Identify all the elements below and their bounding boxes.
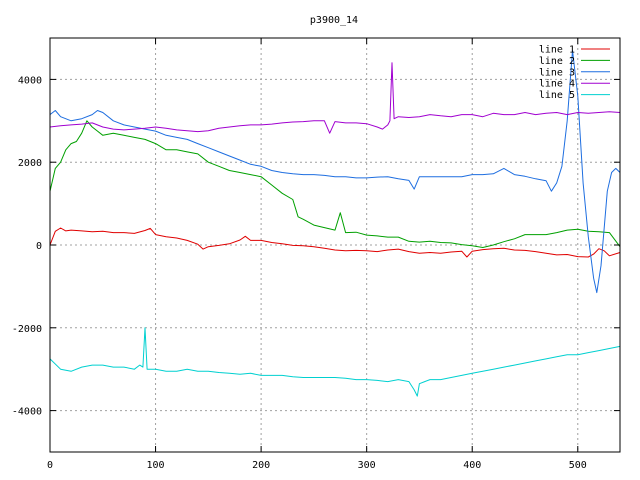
- legend-label-3: line 3: [539, 67, 575, 78]
- x-tick-label: 300: [358, 460, 376, 471]
- x-tick-label: 0: [47, 460, 53, 471]
- series-line-2: [49, 120, 621, 248]
- y-tick-label: 0: [36, 241, 42, 252]
- x-tick-label: 500: [569, 460, 587, 471]
- x-tick-label: 200: [252, 460, 270, 471]
- x-axis-ticks: 0 100 200 300 400 500: [47, 38, 587, 471]
- plot-series-group: [49, 49, 621, 397]
- y-tick-label: 4000: [18, 75, 42, 86]
- y-tick-label: 2000: [18, 158, 42, 169]
- legend-label-4: line 4: [539, 79, 575, 90]
- y-tick-label: -2000: [12, 324, 42, 335]
- y-tick-label: -4000: [12, 407, 42, 418]
- series-line-1: [49, 227, 621, 258]
- legend-label-2: line 2: [539, 56, 575, 67]
- legend-label-1: line 1: [539, 45, 575, 56]
- chart-title: p3900_14: [310, 15, 358, 26]
- series-line-5: [49, 327, 621, 397]
- x-tick-label: 100: [147, 460, 165, 471]
- legend-label-5: line 5: [539, 90, 575, 101]
- y-axis-ticks: -4000 -2000 0 2000 4000: [12, 75, 620, 418]
- x-tick-label: 400: [463, 460, 481, 471]
- series-line-4: [49, 62, 621, 134]
- grid-lines: [50, 38, 620, 452]
